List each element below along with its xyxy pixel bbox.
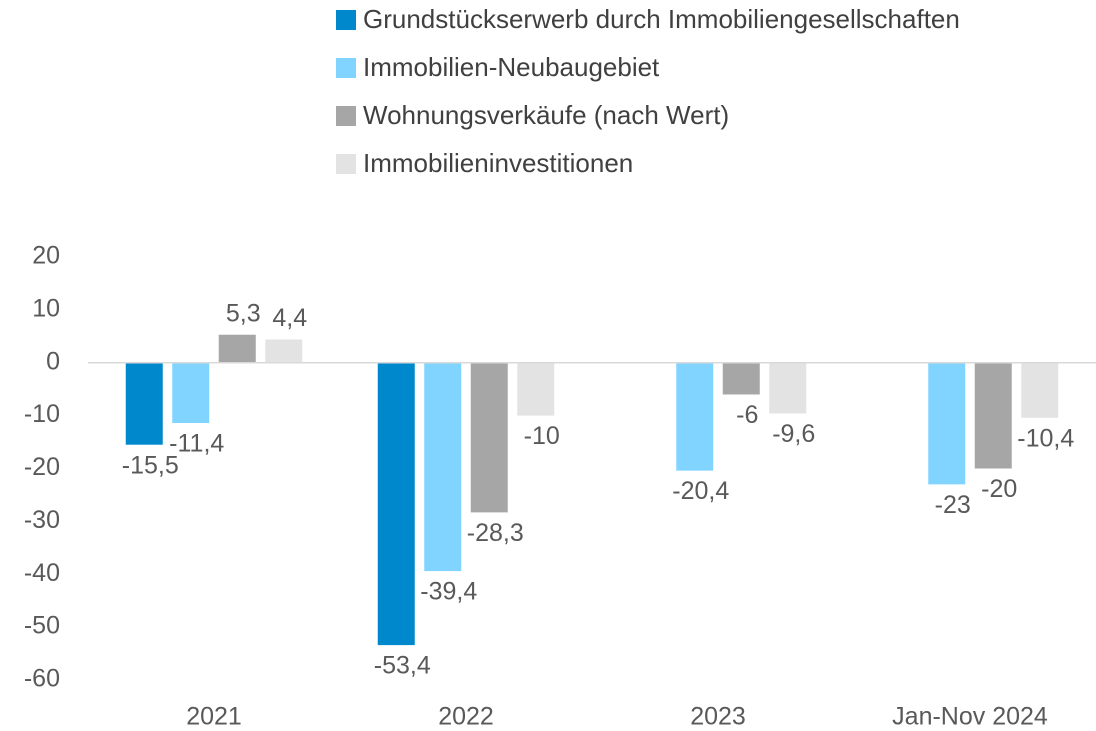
x-tick-label: 2021 bbox=[186, 703, 242, 731]
x-tick-label: 2023 bbox=[690, 703, 746, 731]
value-label: -10,4 bbox=[1017, 424, 1074, 452]
bar bbox=[974, 362, 1012, 469]
y-tick-label: 10 bbox=[32, 294, 60, 322]
bar bbox=[517, 362, 555, 416]
value-label: -10 bbox=[524, 422, 560, 450]
legend-label: Wohnungsverkäufe (nach Wert) bbox=[363, 100, 729, 130]
bar bbox=[424, 362, 462, 572]
legend-swatch bbox=[336, 10, 356, 30]
legend-swatch bbox=[336, 154, 356, 174]
bar bbox=[218, 334, 256, 363]
y-tick-label: -30 bbox=[24, 506, 60, 534]
y-tick-label: -60 bbox=[24, 665, 60, 693]
value-label: -53,4 bbox=[374, 652, 431, 680]
legend-swatch bbox=[336, 58, 356, 78]
legend-label: Grundstückserwerb durch Immobiliengesell… bbox=[363, 4, 960, 34]
legend-label: Immobilieninvestitionen bbox=[363, 148, 633, 178]
legend-label: Immobilien-Neubaugebiet bbox=[363, 52, 660, 82]
y-tick-label: -50 bbox=[24, 612, 60, 640]
y-tick-label: 20 bbox=[32, 242, 60, 270]
y-tick-label: -40 bbox=[24, 559, 60, 587]
bar bbox=[676, 362, 714, 471]
value-label: -11,4 bbox=[169, 430, 224, 458]
x-tick-label: Jan-Nov 2024 bbox=[892, 703, 1048, 731]
bar bbox=[377, 362, 415, 646]
value-label: -39,4 bbox=[420, 578, 477, 606]
value-label: -23 bbox=[935, 491, 971, 519]
bar bbox=[1021, 362, 1059, 418]
value-label: 4,4 bbox=[272, 304, 307, 332]
value-label: -28,3 bbox=[467, 519, 524, 547]
y-tick-label: 0 bbox=[46, 347, 60, 375]
y-tick-label: -20 bbox=[24, 453, 60, 481]
value-label: -20 bbox=[981, 475, 1017, 503]
bar bbox=[769, 362, 807, 414]
value-label: -20,4 bbox=[672, 477, 729, 505]
value-label: 5,3 bbox=[226, 299, 261, 327]
value-label: -6 bbox=[736, 401, 758, 429]
x-tick-label: 2022 bbox=[438, 703, 494, 731]
bar bbox=[172, 362, 210, 424]
bar bbox=[928, 362, 966, 485]
bar bbox=[722, 362, 760, 395]
bar bbox=[265, 339, 303, 363]
legend-swatch bbox=[336, 106, 356, 126]
legend: Grundstückserwerb durch Immobiliengesell… bbox=[336, 4, 960, 178]
bar bbox=[470, 362, 508, 513]
value-label: -9,6 bbox=[772, 420, 815, 448]
bar bbox=[125, 362, 163, 445]
value-label: -15,5 bbox=[122, 451, 179, 479]
y-tick-label: -10 bbox=[24, 400, 60, 428]
